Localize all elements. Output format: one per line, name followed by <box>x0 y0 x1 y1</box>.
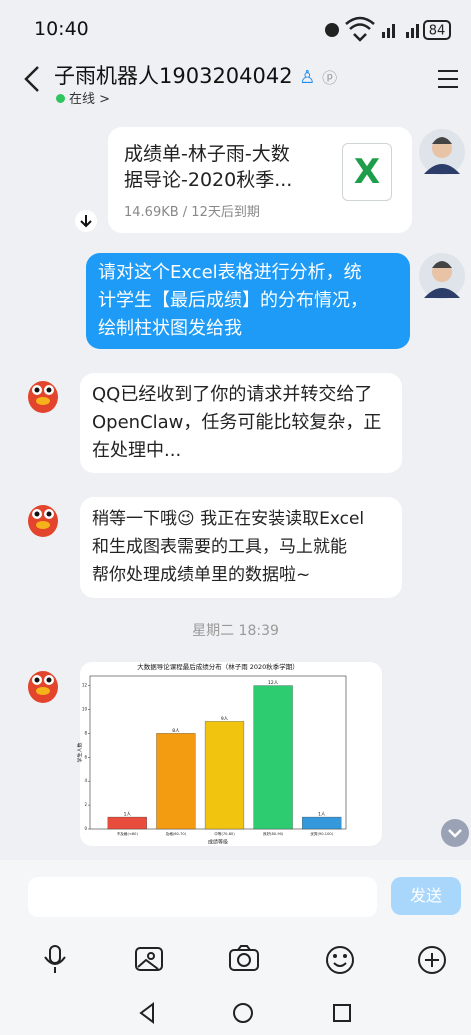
file-meta: 14.69KB / 12天后到期 <box>124 199 396 227</box>
message-line: 绘制柱状图发给我 <box>98 315 398 343</box>
download-button[interactable] <box>74 209 98 233</box>
nav-home[interactable] <box>234 1004 252 1022</box>
chat-title: 子雨机器人1903204042 ♙ ⓟ <box>54 60 337 90</box>
contact-name: 子雨机器人1903204042 <box>54 64 293 88</box>
message-line: 稍等一下哦😉 我正在安装读取Excel <box>92 505 390 533</box>
voice-button[interactable] <box>45 946 65 973</box>
user-message: 请对这个Excel表格进行分析，统 计学生【最后成绩】的分布情况， 绘制柱状图发… <box>86 253 410 349</box>
battery-level: 84 <box>429 24 446 39</box>
menu-button[interactable] <box>436 68 460 90</box>
screen: 10:40 84 子雨机器人1903204042 ♙ ⓟ 在线 > 成绩单-林子… <box>0 0 471 1035</box>
scroll-down-button[interactable] <box>440 818 470 848</box>
status-icons: 84 <box>320 16 460 44</box>
online-status[interactable]: 在线 > <box>56 88 110 107</box>
message-input[interactable] <box>28 877 377 917</box>
send-button[interactable]: 发送 <box>391 877 461 915</box>
toolbar <box>0 940 471 1035</box>
chart-image[interactable] <box>80 662 382 846</box>
image-button[interactable] <box>136 948 162 970</box>
excel-icon: X <box>342 143 392 201</box>
nav-back[interactable] <box>141 1004 153 1022</box>
user-avatar[interactable] <box>418 128 466 176</box>
status-text: 在线 > <box>69 92 110 107</box>
timestamp: 星期二 18:39 <box>0 620 471 640</box>
file-card[interactable]: 成绩单-林子雨-大数 据导论-2020秋季... 14.69KB / 12天后到… <box>108 127 412 233</box>
emoji-button[interactable] <box>327 947 353 973</box>
status-time: 10:40 <box>34 18 89 40</box>
message-line: 帮你处理成绩单里的数据啦~ <box>92 561 390 589</box>
bot-avatar[interactable] <box>20 660 66 706</box>
user-avatar[interactable] <box>418 252 466 300</box>
bot-avatar[interactable] <box>20 494 66 540</box>
more-button[interactable] <box>419 947 445 973</box>
message-line: 计学生【最后成绩】的分布情况， <box>98 287 398 315</box>
bot-message: 稍等一下哦😉 我正在安装读取Excel 和生成图表需要的工具，马上就能 帮你处理… <box>80 497 402 598</box>
message-line: QQ已经收到了你的请求并转交给了 <box>92 381 390 409</box>
message-line: 请对这个Excel表格进行分析，统 <box>98 259 398 287</box>
message-line: 在处理中... <box>92 437 390 465</box>
message-line: OpenClaw，任务可能比较复杂，正 <box>92 409 390 437</box>
camera-button[interactable] <box>230 946 258 970</box>
bot-message: QQ已经收到了你的请求并转交给了 OpenClaw，任务可能比较复杂，正 在处理… <box>80 373 402 473</box>
bot-avatar[interactable] <box>20 370 66 416</box>
message-line: 和生成图表需要的工具，马上就能 <box>92 533 390 561</box>
nav-recent[interactable] <box>334 1005 350 1021</box>
back-button[interactable] <box>22 64 42 94</box>
